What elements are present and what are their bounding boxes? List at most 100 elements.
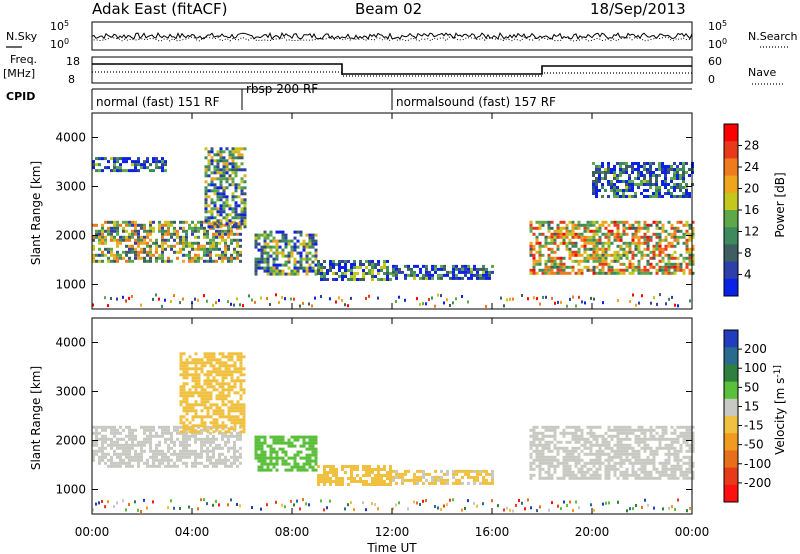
heatmap-cell	[98, 458, 101, 462]
heatmap-cell	[203, 244, 206, 248]
heatmap-cell	[269, 459, 273, 463]
heatmap-cell	[263, 468, 267, 472]
heatmap-cell	[682, 256, 686, 260]
heatmap-cell	[554, 301, 556, 305]
heatmap-cell	[679, 464, 683, 468]
heatmap-cell	[571, 452, 575, 456]
heatmap-cell	[197, 373, 201, 377]
heatmap-cell	[170, 259, 173, 263]
heatmap-cell	[95, 253, 98, 257]
heatmap-cell	[344, 269, 347, 272]
heatmap-cell	[272, 465, 276, 469]
heatmap-cell	[191, 229, 194, 233]
heatmap-cell	[176, 455, 179, 459]
heatmap-cell	[598, 461, 602, 465]
heatmap-cell	[200, 361, 204, 365]
heatmap-cell	[661, 171, 664, 174]
heatmap-cell	[101, 428, 104, 432]
heatmap-cell	[155, 431, 158, 435]
heatmap-cell	[299, 266, 303, 270]
heatmap-cell	[577, 226, 581, 230]
heatmap-cell	[302, 444, 306, 448]
heatmap-cell	[563, 500, 565, 504]
heatmap-cell	[544, 425, 548, 429]
heatmap-cell	[649, 265, 653, 269]
heatmap-cell	[544, 265, 548, 269]
x-axis-label: Time UT	[366, 541, 417, 554]
heatmap-cell	[179, 449, 182, 453]
heatmap-cell	[616, 244, 620, 248]
heatmap-cell	[185, 424, 189, 428]
heatmap-cell	[580, 232, 584, 236]
heatmap-cell	[182, 446, 185, 450]
heatmap-cell	[287, 242, 291, 246]
heatmap-cell	[664, 165, 667, 168]
heatmap-cell	[231, 153, 235, 157]
heatmap-cell	[128, 458, 131, 462]
heatmap-cell	[550, 434, 554, 438]
heatmap-cell	[482, 478, 485, 482]
heatmap-cell	[296, 272, 300, 276]
heatmap-cell	[622, 262, 626, 266]
heatmap-cell	[158, 244, 161, 248]
heatmap-cell	[353, 477, 356, 480]
heatmap-cell	[275, 263, 279, 267]
heatmap-cell	[634, 428, 638, 432]
heatmap-cell	[631, 250, 635, 254]
heatmap-cell	[344, 303, 346, 307]
heatmap-cell	[574, 464, 578, 468]
heatmap-cell	[206, 397, 210, 401]
heatmap-cell	[206, 235, 209, 239]
heatmap-cell	[629, 300, 631, 303]
heatmap-cell	[613, 232, 617, 236]
heatmap-cell	[673, 235, 677, 239]
heatmap-cell	[194, 403, 198, 407]
heatmap-cell	[203, 391, 207, 395]
heatmap-cell	[125, 452, 128, 456]
heatmap-cell	[197, 455, 200, 459]
heatmap-cell	[404, 264, 407, 268]
heatmap-cell	[311, 435, 315, 439]
heatmap-cell	[164, 247, 167, 251]
heatmap-cell	[622, 250, 626, 254]
heatmap-cell	[134, 247, 137, 251]
heatmap-cell	[538, 241, 542, 245]
heatmap-cell	[119, 437, 122, 441]
heatmap-cell	[161, 253, 164, 257]
heatmap-cell	[392, 264, 395, 268]
heatmap-cell	[278, 456, 282, 460]
heatmap-cell	[416, 478, 419, 482]
heatmap-cell	[209, 238, 212, 242]
heatmap-cell	[158, 449, 161, 453]
heatmap-cell	[140, 510, 142, 513]
heatmap-cell	[586, 470, 590, 474]
heatmap-cell	[179, 440, 182, 444]
heatmap-cell	[565, 470, 569, 474]
heatmap-cell	[218, 397, 222, 401]
heatmap-cell	[604, 467, 608, 471]
heatmap-cell	[631, 232, 635, 236]
heatmap-cell	[167, 437, 170, 441]
heatmap-cell	[440, 469, 443, 473]
heatmap-cell	[685, 247, 689, 251]
heatmap-cell	[553, 458, 557, 462]
heatmap-cell	[164, 160, 167, 164]
heatmap-cell	[104, 235, 107, 239]
heatmap-cell	[210, 222, 214, 226]
heatmap-cell	[194, 424, 198, 428]
heatmap-cell	[673, 162, 676, 165]
heatmap-cell	[679, 458, 683, 462]
heatmap-cell	[473, 501, 475, 505]
heatmap-cell	[206, 452, 209, 456]
heatmap-cell	[643, 458, 647, 462]
heatmap-cell	[308, 242, 312, 246]
heatmap-cell	[317, 474, 320, 477]
heatmap-cell	[529, 440, 533, 444]
heatmap-cell	[275, 251, 279, 255]
heatmap-cell	[233, 415, 237, 419]
heatmap-cell	[236, 256, 239, 260]
heatmap-cell	[682, 192, 685, 195]
heatmap-cell	[146, 160, 149, 164]
heatmap-cell	[392, 478, 395, 482]
heatmap-cell	[565, 446, 569, 450]
